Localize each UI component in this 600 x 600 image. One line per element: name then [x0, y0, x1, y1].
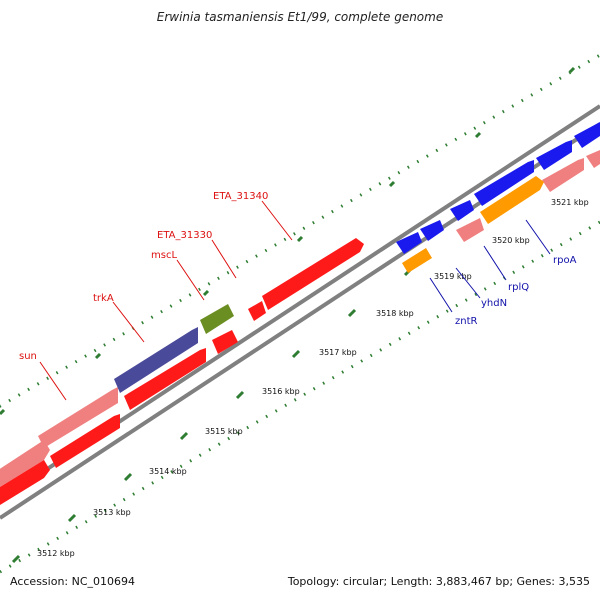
ruler-label: 3517 kbp — [319, 348, 357, 357]
callout-line-zntR — [429, 277, 453, 313]
gene-feature-ETA-31330[interactable] — [248, 301, 266, 321]
ruler-label: 3515 kbp — [205, 427, 243, 436]
ruler-labels: 3512 kbp 3513 kbp 3514 kbp 3515 kbp 3516… — [37, 198, 589, 558]
ruler-label: 3518 kbp — [376, 309, 414, 318]
gene-label-yhdN[interactable]: yhdN — [481, 298, 507, 309]
genome-summary: Topology: circular; Length: 3,883,467 bp… — [287, 575, 590, 588]
ruler-label: 3521 kbp — [551, 198, 589, 207]
ruler-major-tick — [235, 390, 245, 400]
callout-line-rplQ — [483, 245, 507, 281]
gene-feature[interactable] — [536, 140, 572, 170]
gene-labels: sun trkA mscL ETA_31330 ETA_31340 zntR y… — [19, 191, 577, 362]
outer-major-tick — [296, 235, 304, 243]
ruler — [0, 66, 576, 564]
ruler-label: 3514 kbp — [149, 467, 187, 476]
outer-major-tick — [94, 352, 102, 360]
gene-feature-sun[interactable] — [38, 387, 118, 448]
ruler-label: 3520 kbp — [492, 236, 530, 245]
gene-feature[interactable] — [0, 440, 50, 490]
gene-feature-zntR[interactable] — [402, 248, 432, 273]
gene-feature-ETA-31340[interactable] — [262, 238, 364, 310]
gene-label-ETA-31330[interactable]: ETA_31330 — [157, 230, 212, 241]
gene-feature[interactable] — [420, 220, 444, 241]
outer-tick-track — [0, 53, 600, 408]
gene-feature-mscL[interactable] — [200, 304, 234, 334]
gene-feature[interactable] — [456, 218, 484, 242]
gene-label-rplQ[interactable]: rplQ — [508, 282, 529, 293]
gene-feature-rpoA[interactable] — [480, 176, 544, 224]
gene-feature[interactable] — [574, 122, 600, 148]
accession-label: Accession: NC_010694 — [10, 575, 136, 588]
gene-feature-trkA[interactable] — [114, 327, 198, 393]
gene-feature[interactable] — [212, 330, 238, 354]
gene-label-trkA[interactable]: trkA — [93, 293, 114, 304]
gene-feature[interactable] — [450, 200, 474, 221]
callout-line-ETA-31330 — [211, 239, 237, 279]
ruler-major-tick — [179, 431, 189, 441]
gene-feature[interactable] — [0, 460, 50, 508]
gene-label-zntR[interactable]: zntR — [455, 316, 478, 327]
callout-line-yhdN — [455, 267, 481, 299]
forward-features — [0, 122, 600, 490]
gene-label-mscL[interactable]: mscL — [151, 250, 177, 261]
ruler-major-tick — [291, 349, 301, 359]
callout-line-trkA — [112, 301, 145, 343]
outer-major-tick — [0, 408, 6, 416]
ruler-label: 3512 kbp — [37, 549, 75, 558]
gene-feature[interactable] — [542, 158, 584, 192]
gene-label-sun[interactable]: sun — [19, 351, 37, 362]
ruler-label: 3519 kbp — [434, 272, 472, 281]
callout-line-mscL — [176, 259, 205, 301]
outer-major-tick — [202, 289, 210, 297]
gene-feature[interactable] — [474, 160, 534, 206]
gene-label-rpoA[interactable]: rpoA — [553, 255, 577, 266]
callout-lines — [39, 200, 551, 401]
ruler-major-tick — [347, 308, 357, 318]
gene-feature[interactable] — [124, 348, 206, 410]
ruler-major-tick — [67, 513, 77, 523]
outer-major-tick — [388, 180, 396, 188]
ruler-label: 3513 kbp — [93, 508, 131, 517]
ruler-label: 3516 kbp — [262, 387, 300, 396]
figure-title: Erwinia tasmaniensis Et1/99, complete ge… — [156, 10, 444, 24]
ruler-major-tick — [123, 472, 133, 482]
callout-line-sun — [39, 361, 67, 401]
outer-major-tick — [568, 66, 576, 74]
outer-major-tick — [474, 131, 482, 139]
callout-line-ETA-31340 — [261, 200, 293, 241]
gene-label-ETA-31340[interactable]: ETA_31340 — [213, 191, 268, 202]
callout-line-rpoA — [525, 219, 551, 255]
reverse-features — [0, 150, 600, 508]
gene-feature[interactable] — [50, 414, 120, 468]
ruler-major-tick — [11, 554, 21, 564]
gene-feature[interactable] — [396, 232, 422, 254]
gene-feature[interactable] — [586, 150, 600, 168]
